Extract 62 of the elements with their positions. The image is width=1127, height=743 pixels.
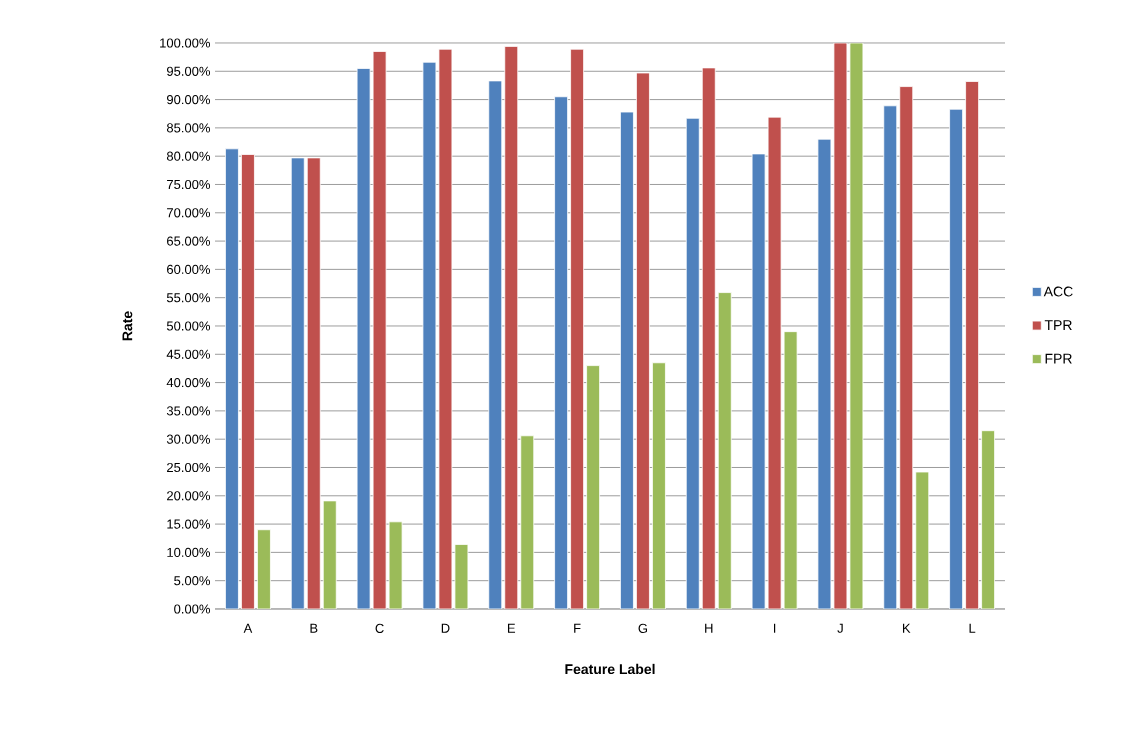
bar [488,80,503,609]
bar [290,157,305,609]
y-tick-label: 35.00% [166,406,211,416]
bar [965,81,979,609]
x-axis-title: Feature Label [565,663,655,675]
bar [915,471,930,609]
y-tick-label: 65.00% [167,236,211,246]
bar [570,48,584,609]
bar [685,117,700,609]
legend-label: FPR [1045,353,1072,364]
x-tick-label: J [837,623,843,633]
y-tick-label: 75.00% [167,179,211,190]
bar [620,111,634,609]
bar [241,154,255,609]
y-tick-label: 50.00% [166,321,211,331]
y-tick-label: 5.00% [174,576,211,586]
y-tick-label: 10.00% [167,547,211,557]
x-tick-label: L [969,623,976,633]
bar [322,500,337,609]
bar [306,157,321,609]
bar [520,435,535,609]
x-tick-label: A [243,623,253,633]
bar [257,529,271,609]
y-tick-label: 80.00% [166,151,211,161]
y-tick-label: 55.00% [166,293,211,303]
y-tick-label: 0.00% [174,604,211,614]
bar [717,292,732,609]
x-tick-label: B [310,623,318,633]
y-tick-label: 100.00% [160,38,210,48]
bar [701,67,716,609]
legend-label: ACC [1043,286,1073,297]
y-tick-label: 15.00% [167,519,211,529]
y-tick-label: 70.00% [167,208,211,218]
x-tick-label: G [638,623,648,633]
bar [899,86,914,609]
y-tick-label: 90.00% [167,94,211,105]
bar [949,108,963,609]
legend-label: TPR [1044,320,1072,330]
y-tick-label: 45.00% [166,349,211,359]
y-tick-label: 95.00% [167,66,211,76]
y-tick-label: 20.00% [167,491,211,501]
x-tick-label: I [773,623,776,633]
y-tick-label: 40.00% [166,377,211,388]
x-tick-label: K [902,623,911,633]
bar [554,96,568,609]
y-tick-label: 60.00% [167,264,211,274]
bar [636,72,650,609]
bar [883,105,898,609]
y-tick-label: 25.00% [167,462,211,473]
x-tick-label: E [507,623,516,633]
x-tick-label: H [705,623,713,633]
bar [504,45,519,609]
bar [225,148,239,609]
x-tick-label: C [375,623,384,633]
bar [981,430,995,609]
x-tick-label: F [574,623,581,633]
x-tick-label: D [441,623,450,633]
bar [586,365,600,609]
y-tick-label: 85.00% [166,123,211,133]
y-axis-title: Rate [122,311,133,341]
y-tick-label: 30.00% [166,434,211,444]
bar [652,362,666,609]
